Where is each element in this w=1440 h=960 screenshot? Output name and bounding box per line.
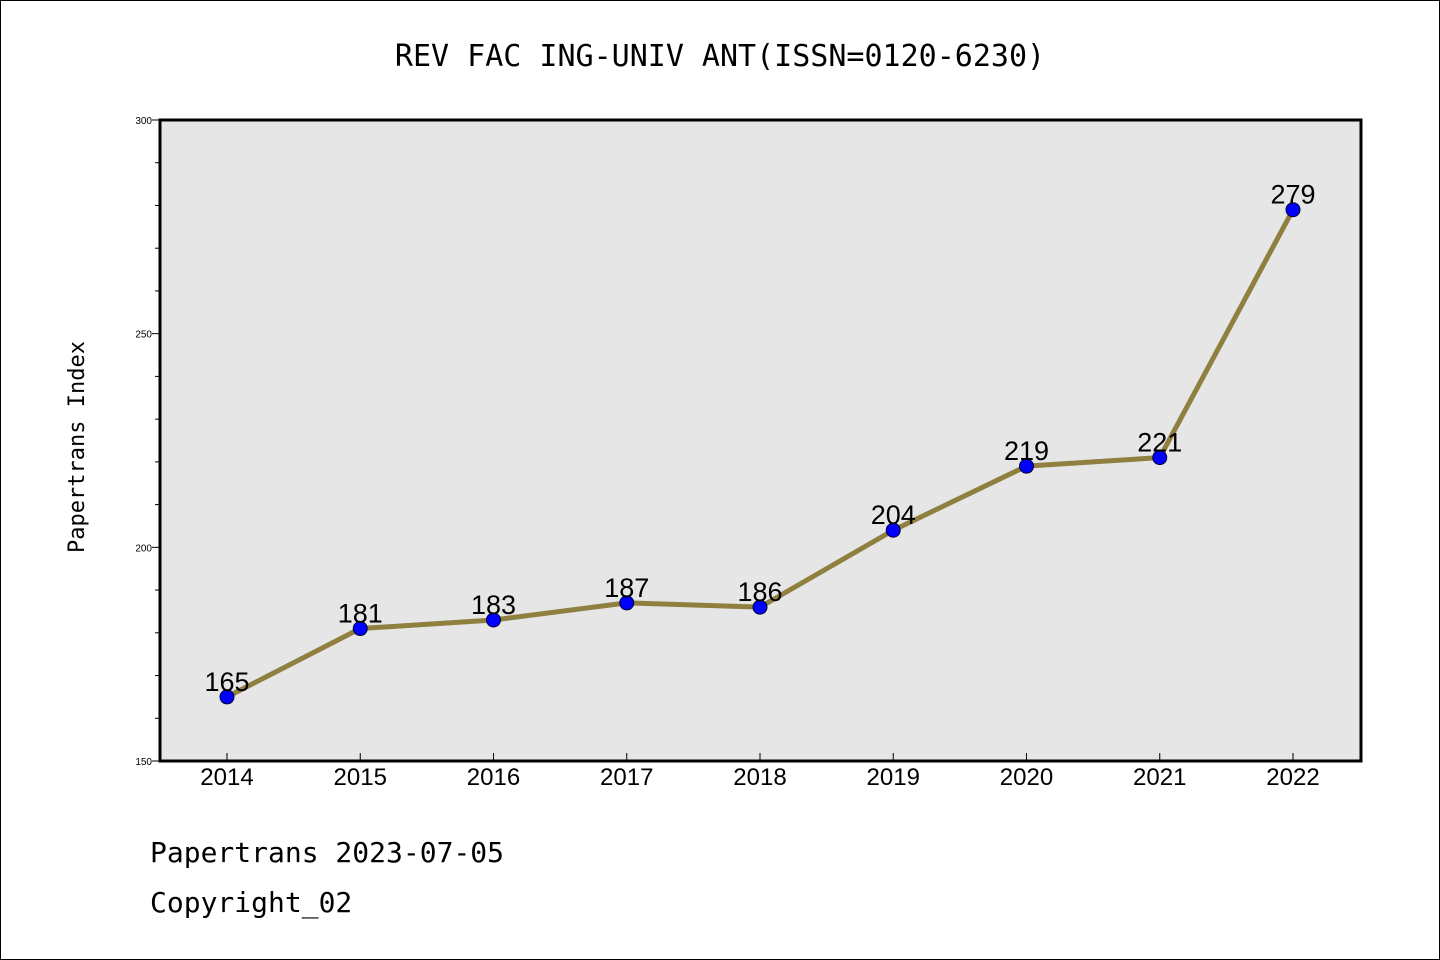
data-label: 165 <box>204 667 249 697</box>
y-axis-label: Papertrans Index <box>65 341 90 553</box>
y-tick-label: 200 <box>135 543 152 554</box>
x-tick-label: 2019 <box>867 764 920 791</box>
x-tick-label: 2017 <box>600 764 653 791</box>
y-tick-label: 250 <box>135 330 152 341</box>
x-tick-label: 2016 <box>467 764 520 791</box>
x-tick-label: 2021 <box>1133 764 1186 791</box>
y-axis-ticks: 150 200 250 300 <box>135 116 160 768</box>
chart-title: REV FAC ING-UNIV ANT(ISSN=0120-6230) <box>395 39 1045 74</box>
data-label: 186 <box>737 577 782 607</box>
data-point <box>1019 458 1034 474</box>
data-point <box>1285 202 1301 218</box>
data-point <box>486 612 501 628</box>
data-label: 181 <box>338 599 383 629</box>
data-label: 183 <box>471 590 516 620</box>
footer-date: Papertrans 2023-07-05 <box>150 836 505 869</box>
y-tick-label: 300 <box>135 116 152 127</box>
y-tick-label: 150 <box>135 757 152 768</box>
data-label: 279 <box>1270 180 1315 210</box>
data-label: 204 <box>871 500 916 530</box>
x-tick-label: 2014 <box>200 764 253 791</box>
plot-area <box>158 118 1363 763</box>
data-label: 187 <box>604 573 649 603</box>
x-tick-label: 2015 <box>334 764 387 791</box>
data-point <box>619 595 635 611</box>
data-label: 221 <box>1137 428 1182 458</box>
data-markers <box>219 202 1301 705</box>
data-point <box>352 621 368 637</box>
x-axis-ticks: 2014 2015 2016 2017 2018 2019 2020 2021 2022 <box>200 753 1320 791</box>
footer-copyright: Copyright_02 <box>150 886 353 919</box>
x-tick-label: 2018 <box>733 764 786 791</box>
data-labels: 165 181 183 187 186 204 219 221 279 <box>204 180 1315 697</box>
data-point <box>885 522 901 538</box>
data-label: 219 <box>1004 436 1049 466</box>
data-point <box>752 599 768 615</box>
x-tick-label: 2020 <box>1000 764 1053 791</box>
x-tick-label: 2022 <box>1266 764 1319 791</box>
data-point <box>1152 450 1168 466</box>
data-point <box>219 689 235 705</box>
